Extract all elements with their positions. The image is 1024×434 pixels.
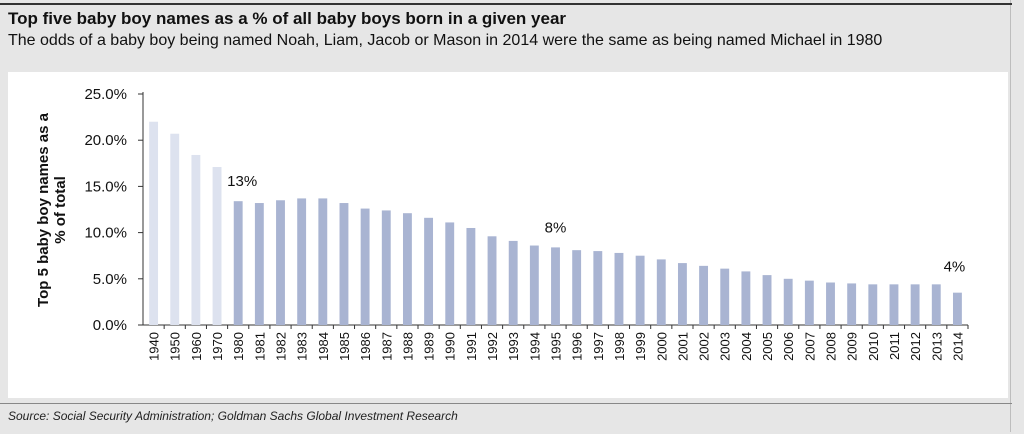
bar-1988 [402,213,412,325]
bar-1999 [635,255,645,325]
y-tick-label: 10.0% [84,225,127,242]
bar-1987 [381,210,391,325]
bar-1992 [487,236,497,325]
top-rule [0,3,1012,5]
bar-1997 [593,251,603,325]
x-tick-label: 2008 [824,332,839,361]
bar-2012 [910,284,920,325]
x-tick-label: 1992 [485,332,500,361]
y-tick-label: 5.0% [93,271,127,288]
bottom-rule [0,403,1012,404]
bar-1980 [233,201,243,325]
x-tick-label: 1993 [506,332,521,361]
x-tick-label: 2012 [908,332,923,361]
x-tick-label: 1970 [210,332,225,361]
bar-1990 [445,222,455,325]
x-tick-label: 1940 [147,332,162,361]
bar-1970 [212,166,222,325]
bar-2004 [741,271,751,325]
bar-1994 [529,245,539,325]
bar-2005 [762,275,772,325]
x-tick-label: 1996 [570,332,585,361]
x-tick-label: 1995 [549,332,564,361]
source-note: Source: Social Security Administration; … [8,409,458,423]
bar-1986 [360,208,370,325]
x-tick-label: 1960 [189,332,204,361]
bar-1995 [551,247,560,325]
x-tick-label: 1997 [591,332,606,361]
bar-1996 [572,250,582,325]
x-tick-label: 1983 [295,332,310,361]
x-tick-label: 2011 [887,332,902,360]
bar-1983 [297,198,307,325]
x-tick-label: 2007 [802,332,817,361]
y-tick-label: 15.0% [84,178,127,195]
x-tick-label: 2000 [654,332,669,361]
x-tick-label: 1991 [464,332,479,361]
bar-2009 [847,283,857,325]
bar-1991 [466,227,476,325]
x-tick-label: 2014 [950,332,965,361]
bar-1984 [318,198,328,325]
bar-1950 [170,133,180,325]
bar-2011 [889,284,899,325]
bar-1993 [508,240,518,325]
x-tick-label: 2013 [929,332,944,361]
chart-title: Top five baby boy names as a % of all ba… [8,9,567,28]
x-tick-label: 1985 [337,332,352,361]
x-tick-label: 1981 [252,332,267,361]
y-tick-label: 20.0% [84,132,127,149]
x-tick-label: 2001 [675,332,690,361]
x-tick-label: 2006 [781,332,796,361]
bar-2014 [952,292,962,325]
annotation-1980: 13% [227,173,257,190]
bar-2010 [868,284,878,325]
bar-1989 [424,217,434,325]
x-tick-label: 1990 [443,332,458,361]
bar-2013 [931,284,941,325]
bar-1998 [614,252,624,325]
x-tick-label: 1994 [527,332,542,361]
bar-2006 [783,278,793,325]
bar-1985 [339,203,349,325]
x-tick-label: 2010 [866,332,881,361]
bar-2007 [804,280,814,325]
x-tick-label: 1984 [316,332,331,361]
x-tick-label: 1950 [168,332,183,361]
annotation-1995: 8% [545,219,567,236]
annotation-2014: 4% [944,259,966,276]
bar-1960 [191,154,201,325]
x-tick-label: 1999 [633,332,648,361]
bar-chart: 0.0% 5.0% 10.0% 15.0% 20.0% 25.0% Top 5 baby b… [35,86,969,361]
bar-2002 [699,265,709,325]
x-tick-label: 2004 [739,332,754,361]
bar-2000 [656,259,666,325]
x-tick-label: 1986 [358,332,373,361]
x-tick-label: 2005 [760,332,775,361]
bar-1981 [254,203,264,325]
y-tick-label: 0.0% [93,317,127,334]
x-tick-label: 1982 [274,332,289,361]
chart-subtitle: The odds of a baby boy being named Noah,… [8,32,883,49]
x-tick-label: 1989 [422,332,437,361]
y-axis-label: Top 5 baby boy names as a% of total [35,112,69,307]
x-tick-label: 1998 [612,332,627,361]
bar-2008 [826,282,835,325]
x-tick-label: 1987 [379,332,394,361]
y-tick-label: 25.0% [84,86,127,103]
bar-2003 [720,268,730,325]
x-tick-label: 2003 [718,332,733,361]
x-tick-label: 1988 [400,332,415,361]
bar-1982 [276,200,285,325]
bar-1940 [149,121,159,325]
x-tick-label: 1980 [231,332,246,361]
x-tick-label: 2002 [697,332,712,361]
x-tick-label: 2009 [845,332,860,361]
bar-2001 [677,263,687,325]
